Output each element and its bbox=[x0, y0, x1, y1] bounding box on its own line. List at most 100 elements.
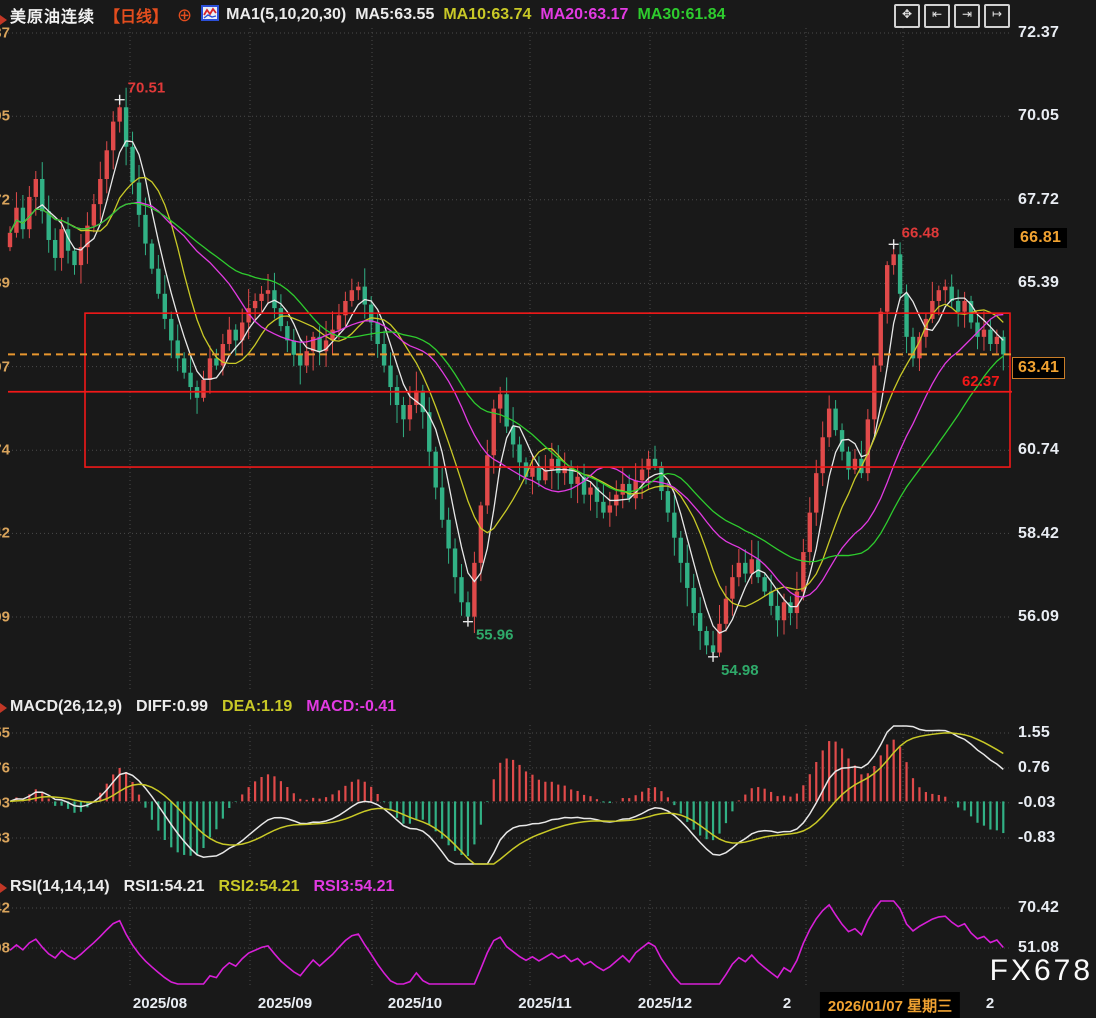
candle bbox=[820, 437, 825, 474]
extreme-price-label: 54.98 bbox=[721, 662, 759, 679]
add-indicator-icon[interactable]: ⊕ bbox=[177, 5, 193, 25]
candle bbox=[904, 293, 909, 337]
candle bbox=[794, 591, 800, 614]
macd-dea-line bbox=[9, 732, 1004, 865]
candle bbox=[936, 290, 941, 301]
candle bbox=[227, 329, 232, 345]
left-axis-label-cut: 0.76 bbox=[0, 759, 10, 777]
candle bbox=[523, 462, 529, 477]
candle bbox=[310, 336, 316, 352]
low-cross-marker bbox=[708, 651, 719, 662]
step-forward-icon[interactable]: ↦ bbox=[984, 4, 1010, 28]
candle bbox=[181, 358, 187, 373]
chart-type-icon[interactable] bbox=[201, 4, 220, 26]
axis-label: 58.42 bbox=[1018, 525, 1060, 542]
date-axis-label-partial: 2 bbox=[985, 995, 995, 1012]
candle bbox=[207, 358, 213, 380]
candle bbox=[801, 552, 806, 592]
candle bbox=[252, 300, 258, 309]
candle bbox=[91, 204, 97, 226]
candle bbox=[240, 322, 245, 341]
candle bbox=[220, 344, 226, 366]
candle bbox=[465, 602, 471, 617]
candle bbox=[775, 605, 780, 621]
candle bbox=[510, 426, 516, 445]
candle bbox=[807, 512, 812, 553]
candle bbox=[968, 300, 974, 323]
candle bbox=[768, 591, 774, 606]
candle bbox=[723, 598, 729, 624]
candle bbox=[814, 473, 819, 513]
candle bbox=[452, 548, 458, 578]
rsi3-value: RSI3:54.21 bbox=[313, 878, 395, 895]
candle bbox=[762, 577, 767, 592]
ma20-value: MA20:63.17 bbox=[540, 6, 629, 23]
scale-right-icon[interactable]: ⇥ bbox=[954, 4, 980, 28]
crosshair-date-badge: 2026/01/07 星期三 bbox=[819, 992, 961, 1018]
candle bbox=[665, 491, 671, 513]
candle bbox=[40, 179, 45, 212]
left-axis-label-cut: 67.72 bbox=[0, 191, 10, 209]
candle bbox=[330, 329, 335, 341]
candle bbox=[491, 408, 496, 456]
candle bbox=[846, 451, 851, 470]
drawn-rectangle[interactable] bbox=[84, 312, 1011, 468]
candle bbox=[214, 358, 219, 366]
candle bbox=[175, 340, 180, 359]
candle bbox=[111, 121, 116, 151]
macd-settings-label[interactable]: MACD(26,12,9) bbox=[10, 698, 123, 715]
macd-dea-value: DEA:1.19 bbox=[222, 698, 293, 715]
ma-settings-label[interactable]: MA1(5,10,20,30) bbox=[226, 6, 347, 23]
candle bbox=[149, 243, 155, 269]
timeframe-label[interactable]: 【日线】 bbox=[104, 9, 169, 26]
candle bbox=[897, 254, 903, 294]
axis-label: 72.37 bbox=[1018, 24, 1060, 41]
candle bbox=[988, 329, 993, 345]
candle bbox=[536, 465, 542, 481]
candle bbox=[620, 483, 625, 495]
candle bbox=[697, 613, 703, 631]
rsi-line bbox=[9, 900, 1004, 985]
candle bbox=[910, 336, 916, 359]
candle bbox=[298, 354, 303, 366]
pan-icon[interactable]: ✥ bbox=[894, 4, 920, 28]
candle bbox=[52, 239, 58, 258]
ma10-value: MA10:63.74 bbox=[443, 6, 532, 23]
macd-axis-label: 0.76 bbox=[1018, 759, 1050, 776]
candle bbox=[459, 577, 464, 603]
left-axis-label-cut: -0.83 bbox=[0, 829, 10, 847]
candle bbox=[478, 505, 484, 563]
ma10-line bbox=[9, 176, 1004, 608]
candle bbox=[259, 293, 264, 301]
left-axis-label-cut: 65.39 bbox=[0, 274, 10, 292]
candle bbox=[878, 311, 883, 366]
candle bbox=[336, 315, 342, 330]
scale-left-icon[interactable]: ⇤ bbox=[924, 4, 950, 28]
candle bbox=[917, 336, 922, 359]
candle bbox=[601, 501, 606, 513]
candle bbox=[143, 214, 148, 244]
high-price-badge: 66.81 bbox=[1014, 228, 1068, 248]
candle bbox=[420, 390, 425, 413]
candle bbox=[581, 476, 587, 495]
candle bbox=[72, 250, 77, 266]
candle bbox=[117, 107, 122, 122]
candle bbox=[962, 300, 967, 312]
panel-left-marker bbox=[0, 883, 7, 893]
rsi-axis-label: 70.42 bbox=[1018, 899, 1060, 916]
candle bbox=[201, 379, 206, 398]
candle bbox=[691, 587, 696, 614]
candle bbox=[498, 394, 503, 409]
low-cross-marker bbox=[462, 616, 473, 627]
candle bbox=[401, 404, 406, 420]
date-axis-label: 2025/09 bbox=[257, 995, 313, 1012]
candle bbox=[955, 300, 961, 312]
left-axis-label-cut: 70.42 bbox=[0, 899, 10, 917]
candle bbox=[994, 336, 1000, 345]
rsi-settings-label[interactable]: RSI(14,14,14) bbox=[10, 878, 110, 895]
candle bbox=[485, 455, 490, 506]
candle bbox=[891, 254, 896, 266]
candle bbox=[704, 630, 709, 646]
candle bbox=[427, 412, 432, 452]
